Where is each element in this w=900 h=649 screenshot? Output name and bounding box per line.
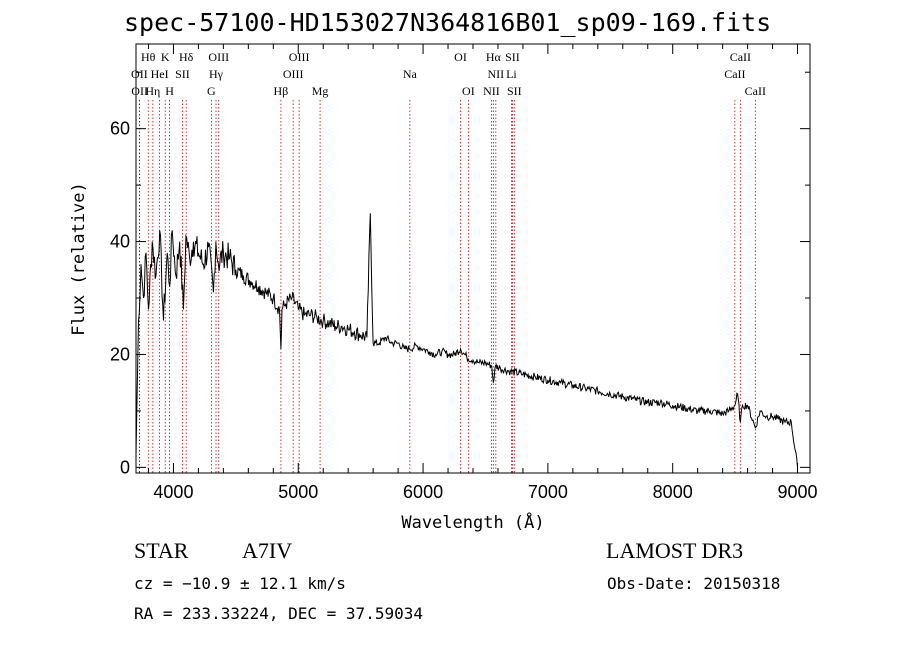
spectral-line-label: Hθ [141,50,156,64]
spectral-line-label: Hη [145,84,160,98]
x-tick-label: 4000 [153,482,193,502]
y-axis-ticks: 0 20 40 60 [110,71,810,477]
x-tick-label: 8000 [653,482,693,502]
spectral-line-label: OIII [289,50,310,64]
y-tick-label: 20 [110,344,130,364]
x-tick-label: 7000 [528,482,568,502]
spectral-line-label: SII [507,84,522,98]
coordinates: RA = 233.33224, DEC = 37.59034 [134,604,423,623]
spectral-line-label: CaII [730,50,751,64]
spectral-line-label: Na [403,67,418,81]
spectral-line-label: Hγ [209,67,224,81]
spectral-line-label: Hβ [274,84,289,98]
spectral-line-label: G [207,84,216,98]
spectral-line-label: CaII [724,67,745,81]
spectral-line-label: SII [505,50,520,64]
object-class: STAR [134,538,189,563]
survey-name: LAMOST DR3 [606,538,744,563]
x-tick-label: 5000 [278,482,318,502]
spectral-line-label: OIII [283,67,304,81]
spectral-line-label: K [161,50,170,64]
spectral-line-markers [138,100,756,473]
spectral-line-label: OII [131,67,148,81]
spectral-line-label: NII [483,84,500,98]
spectral-line-label: OI [454,50,467,64]
spectrum-line [135,213,798,468]
spectral-line-label: NII [488,67,505,81]
spectral-line-label: OII [131,84,148,98]
spectral-line-label: OIII [208,50,229,64]
spectral-line-label: Li [506,67,517,81]
x-axis-label: Wavelength (Å) [401,511,544,533]
obs-date: Obs-Date: 20150318 [607,574,781,593]
plot-frame [135,43,811,474]
spectral-line-label: Mg [312,84,329,98]
x-axis-ticks: 4000 5000 6000 7000 8000 9000 [147,44,818,502]
spectral-line-label: SII [175,67,190,81]
y-tick-label: 40 [110,232,130,252]
redshift-readout: cz = −10.9 ± 12.1 km/s [134,574,346,593]
object-subclass: A7IV [242,538,293,563]
spectral-line-label: CaII [745,84,766,98]
y-tick-label: 0 [120,457,130,477]
chart-title: spec-57100-HD153027N364816B01_sp09-169.f… [124,8,772,37]
spectral-line-label: H [165,84,174,98]
spectral-line-label: Hδ [179,50,194,64]
y-axis-label: Flux (relative) [69,182,89,336]
spectral-line-label: Hα [486,50,502,64]
x-tick-label: 6000 [403,482,443,502]
spectral-line-label: OI [462,84,475,98]
y-tick-label: 60 [110,119,130,139]
x-tick-label: 9000 [777,482,817,502]
spectral-line-label: HeI [151,67,169,81]
